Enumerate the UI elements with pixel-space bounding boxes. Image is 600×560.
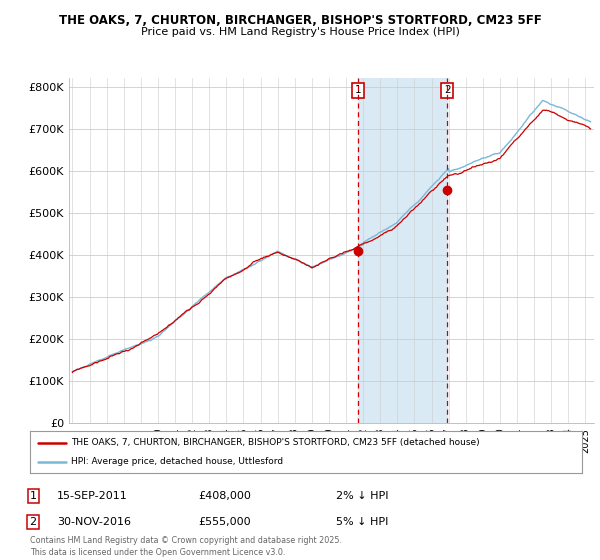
Text: THE OAKS, 7, CHURTON, BIRCHANGER, BISHOP'S STORTFORD, CM23 5FF: THE OAKS, 7, CHURTON, BIRCHANGER, BISHOP… — [59, 14, 541, 27]
Text: £408,000: £408,000 — [198, 491, 251, 501]
Bar — [358, 78, 447, 423]
Text: 30-NOV-2016: 30-NOV-2016 — [57, 517, 131, 527]
Text: 2: 2 — [444, 86, 451, 95]
Text: 1: 1 — [29, 491, 37, 501]
Text: 15-SEP-2011: 15-SEP-2011 — [57, 491, 128, 501]
Text: THE OAKS, 7, CHURTON, BIRCHANGER, BISHOP'S STORTFORD, CM23 5FF (detached house): THE OAKS, 7, CHURTON, BIRCHANGER, BISHOP… — [71, 438, 480, 447]
Text: HPI: Average price, detached house, Uttlesford: HPI: Average price, detached house, Uttl… — [71, 458, 284, 466]
Text: 1: 1 — [355, 86, 361, 95]
Text: 5% ↓ HPI: 5% ↓ HPI — [336, 517, 388, 527]
Text: 2% ↓ HPI: 2% ↓ HPI — [336, 491, 389, 501]
Text: Contains HM Land Registry data © Crown copyright and database right 2025.
This d: Contains HM Land Registry data © Crown c… — [30, 536, 342, 557]
Text: Price paid vs. HM Land Registry's House Price Index (HPI): Price paid vs. HM Land Registry's House … — [140, 27, 460, 37]
Text: £555,000: £555,000 — [198, 517, 251, 527]
Text: 2: 2 — [29, 517, 37, 527]
